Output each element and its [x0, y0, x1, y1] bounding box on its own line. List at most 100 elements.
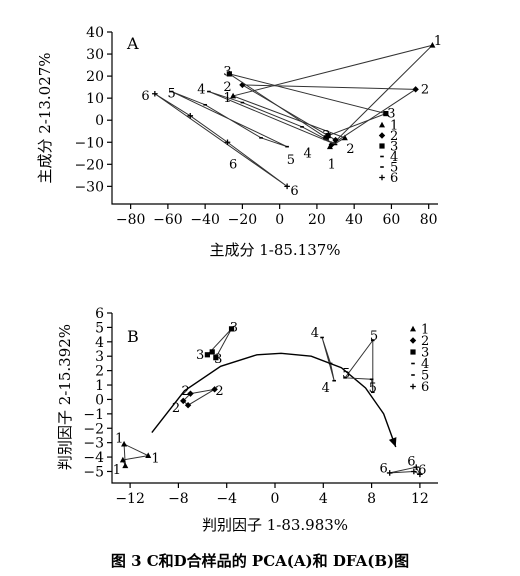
point-label: 6	[229, 157, 237, 172]
point-label: 6	[418, 463, 426, 478]
legend-marker-3	[410, 349, 416, 355]
point-label: 5	[342, 367, 350, 382]
x-tick-label: 60	[383, 212, 401, 228]
point-label: 6	[290, 184, 298, 199]
legend-label-3: 3	[390, 140, 398, 155]
y-axis-title: 主成分 2-13.027%	[36, 52, 54, 183]
x-axis-title: 主成分 1-85.137%	[209, 241, 340, 259]
series-2-point	[184, 402, 192, 409]
legend-label-5: 5	[390, 161, 398, 176]
point-label: 4	[303, 146, 311, 161]
panel-letter: A	[126, 34, 139, 53]
point-label: 2	[346, 142, 354, 157]
series-6-point	[417, 471, 423, 478]
legend-label-4: 4	[421, 357, 429, 372]
point-label: 3	[387, 107, 395, 122]
series-2-point	[187, 390, 194, 397]
series-3-point	[325, 133, 331, 139]
x-tick-label: −80	[116, 212, 146, 228]
x-axis-title: 判别因子 1-83.983%	[202, 516, 348, 534]
x-tick-label: −60	[153, 212, 183, 228]
point-label: 6	[380, 462, 388, 477]
x-tick-label: −12	[115, 491, 145, 507]
point-label: 1	[328, 157, 336, 172]
series-3-point	[204, 352, 210, 358]
y-tick-label: −10	[74, 135, 104, 151]
y-tick-label: 10	[86, 91, 104, 107]
point-label: 2	[182, 384, 190, 399]
figure-caption: 图 3 C和D合样品的 PCA(A)和 DFA(B)图	[111, 552, 409, 570]
series-1-point	[341, 134, 348, 141]
legend-label-4: 4	[390, 150, 398, 165]
series-4-line	[321, 337, 335, 381]
series-3-point	[226, 71, 232, 77]
series-6-point	[224, 139, 231, 146]
x-tick-label: 20	[308, 212, 326, 228]
axis-frame	[111, 32, 438, 205]
y-tick-label: 40	[86, 25, 104, 41]
legend-marker-1	[379, 121, 385, 128]
point-label: 6	[407, 454, 415, 469]
axis-frame	[111, 313, 438, 484]
legend-label-5: 5	[421, 369, 429, 384]
y-tick-label: 2	[95, 364, 104, 380]
point-label: 5	[167, 87, 175, 102]
point-label: 4	[311, 326, 319, 341]
legend-label-6: 6	[421, 380, 429, 395]
legend-marker-6	[410, 383, 416, 390]
series-2-point	[211, 386, 218, 393]
point-label: 4	[197, 82, 205, 97]
y-tick-label: −3	[83, 436, 104, 452]
x-tick-label: 40	[345, 212, 363, 228]
x-tick-label: −20	[228, 212, 258, 228]
point-label: 6	[141, 89, 149, 104]
series-6-point	[413, 464, 420, 470]
series-2-point	[332, 136, 339, 144]
point-label: 2	[172, 401, 180, 416]
y-tick-label: 20	[86, 69, 104, 85]
panel-letter: B	[127, 327, 139, 346]
y-axis-title: 判别因子 2-15.392%	[56, 324, 74, 470]
y-tick-label: 3	[95, 349, 104, 365]
series-1-point	[145, 452, 152, 459]
point-label: 1	[223, 91, 231, 106]
x-tick-label: 4	[319, 491, 328, 507]
point-label: 3	[230, 320, 238, 335]
series-2-point	[239, 81, 246, 89]
panel-a-plot: −80 −60 −40 −20 0 20 40 60 80 −30 −20 −10 0 10 20 30 40 主…	[36, 25, 442, 259]
arc-arrowhead	[388, 437, 397, 447]
y-tick-label: 0	[95, 392, 104, 408]
legend-label-1: 1	[421, 323, 429, 338]
x-tick-label: 12	[411, 491, 429, 507]
series-6-point	[284, 183, 290, 190]
series-3-point	[213, 355, 219, 361]
series-3-point	[228, 326, 235, 332]
series-1-point	[122, 462, 129, 469]
series-1-point	[230, 92, 237, 99]
y-tick-label: 30	[86, 47, 104, 63]
legend-label-1: 1	[390, 119, 398, 134]
point-label: 1	[113, 463, 121, 478]
x-tick-label: 0	[275, 212, 284, 228]
legend-marker-3	[379, 143, 385, 149]
series-2-point	[412, 86, 419, 93]
x-tick-label: −4	[216, 491, 237, 507]
legend-marker-2	[378, 132, 386, 139]
series-1-point	[429, 42, 436, 48]
point-label: 3	[196, 348, 204, 363]
point-label: 4	[322, 381, 330, 396]
legend-marker-2	[409, 337, 417, 344]
legend-label-2: 2	[421, 334, 429, 349]
x-tick-label: 80	[420, 212, 438, 228]
point-label: 2	[421, 82, 429, 97]
series-1-point	[121, 440, 128, 447]
y-tick-label: 5	[95, 320, 104, 336]
x-tick-label: −8	[168, 491, 189, 507]
series-1-point	[326, 143, 333, 150]
legend-label-6: 6	[390, 171, 398, 186]
y-tick-label: −1	[83, 407, 104, 423]
point-label: 1	[434, 34, 442, 49]
y-tick-label: −4	[83, 450, 104, 466]
x-tick-label: 8	[367, 491, 376, 507]
